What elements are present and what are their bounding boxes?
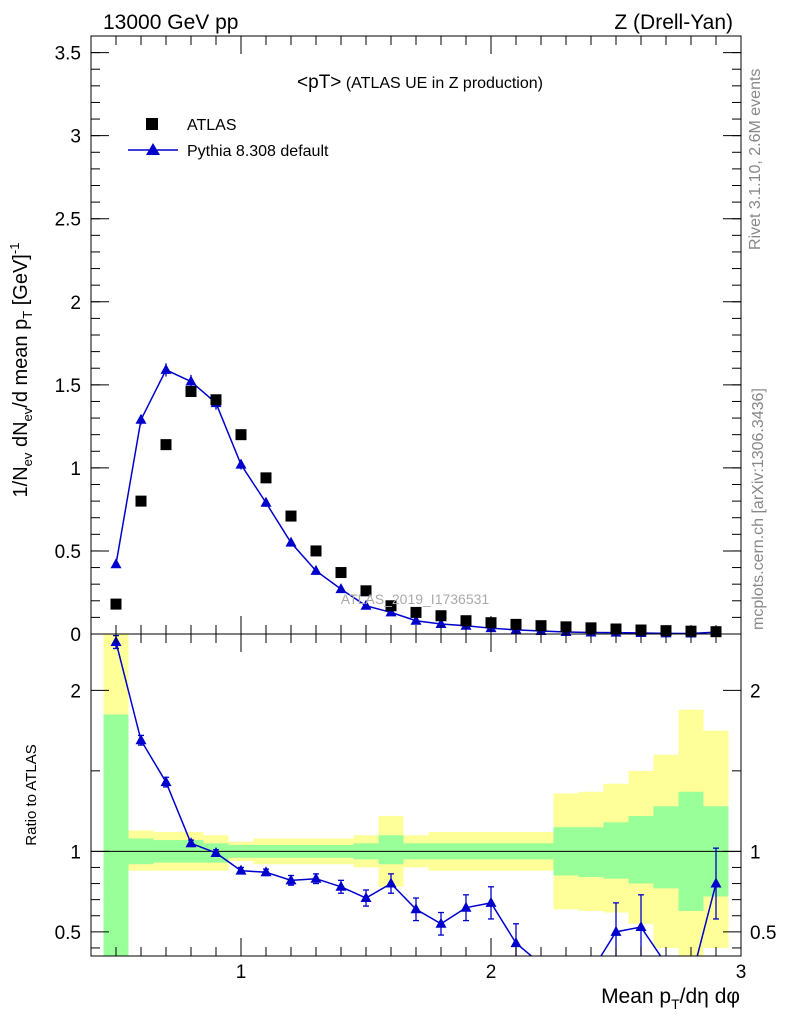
ratio-ytick-label-right: 2 bbox=[750, 681, 761, 702]
ratio-point bbox=[635, 921, 647, 932]
mc-point bbox=[310, 564, 322, 575]
rivet-info: Rivet 3.1.10, 2.6M events bbox=[747, 69, 764, 250]
data-point bbox=[185, 385, 197, 397]
main-ytick-label: 0 bbox=[70, 625, 81, 646]
ratio-ytick-label: 2 bbox=[70, 681, 81, 702]
ratio-point bbox=[260, 866, 272, 877]
ratio-ytick-label-right: 1 bbox=[750, 842, 761, 863]
legend-atlas-marker bbox=[146, 118, 158, 130]
ratio-point bbox=[135, 734, 147, 745]
data-point bbox=[435, 610, 447, 622]
header-right: Z (Drell-Yan) bbox=[614, 11, 733, 34]
data-point bbox=[135, 495, 147, 507]
mcplots-info: mcplots.cern.ch [arXiv:1306.3436] bbox=[750, 388, 767, 630]
main-ytick-label: 2.5 bbox=[55, 210, 81, 231]
mc-point bbox=[285, 536, 297, 547]
data-point bbox=[510, 618, 522, 630]
mc-point bbox=[160, 363, 172, 374]
ratio-ytick-label-right: 0.5 bbox=[750, 923, 776, 944]
ratio-point bbox=[610, 925, 622, 936]
ratio-point bbox=[160, 776, 172, 787]
data-point bbox=[385, 600, 397, 612]
main-ytick-label: 3.5 bbox=[55, 44, 81, 65]
stat-uncertainty-band bbox=[653, 806, 679, 889]
ratio-point bbox=[460, 901, 472, 912]
title-main: <pT> bbox=[297, 72, 341, 93]
title-rest: (ATLAS UE in Z production) bbox=[341, 75, 543, 92]
x-axis-label: Mean pT/dη dφ bbox=[601, 985, 740, 1012]
ratio-point bbox=[710, 877, 722, 888]
xtick-label: 3 bbox=[736, 962, 747, 983]
main-ylabel: 1/Nev dNev/d mean pT [GeV]-1 bbox=[7, 243, 35, 498]
ratio-ytick-label: 0.5 bbox=[55, 923, 81, 944]
mc-point bbox=[410, 614, 422, 625]
xtick-label: 1 bbox=[236, 962, 247, 983]
main-ytick-label: 0.5 bbox=[55, 542, 81, 563]
main-title: <pT> (ATLAS UE in Z production) bbox=[297, 72, 543, 93]
ratio-ytick-label: 1 bbox=[70, 842, 81, 863]
data-point bbox=[460, 615, 472, 627]
ratio-point bbox=[410, 903, 422, 914]
ratio-panel: 1 2 30.5 0.51 12 2 bbox=[55, 633, 776, 983]
data-point bbox=[360, 585, 372, 597]
ratio-ylabel: Ratio to ATLAS bbox=[23, 744, 40, 845]
data-point bbox=[235, 429, 247, 441]
ratio-point bbox=[310, 872, 322, 883]
ratio-point bbox=[485, 896, 497, 907]
mc-point bbox=[235, 458, 247, 469]
ratio-point bbox=[435, 917, 447, 928]
data-point bbox=[260, 472, 272, 484]
data-point bbox=[210, 394, 222, 406]
ratio-point bbox=[210, 846, 222, 857]
mc-point bbox=[135, 413, 147, 424]
stat-uncertainty-band bbox=[628, 815, 654, 884]
main-ytick-label: 2 bbox=[70, 293, 81, 314]
mc-point bbox=[385, 606, 397, 617]
analysis-watermark: ATLAS_2019_I1736531 bbox=[341, 591, 490, 607]
ratio-point bbox=[510, 937, 522, 948]
data-point bbox=[285, 510, 297, 522]
mc-point bbox=[260, 496, 272, 507]
mc-point bbox=[360, 599, 372, 610]
main-ytick-label: 3 bbox=[70, 127, 81, 148]
stat-uncertainty-band bbox=[378, 835, 404, 865]
stat-uncertainty-band bbox=[103, 714, 129, 956]
legend: ATLAS Pythia 8.308 default bbox=[128, 117, 329, 160]
data-point bbox=[110, 598, 122, 610]
stat-uncertainty-band bbox=[578, 827, 604, 878]
main-ytick-label: 1.5 bbox=[55, 376, 81, 397]
mc-point bbox=[435, 618, 447, 629]
ratio-point bbox=[360, 892, 372, 903]
xtick-label: 2 bbox=[486, 962, 497, 983]
data-point bbox=[310, 545, 322, 557]
mc-point bbox=[335, 583, 347, 594]
data-point bbox=[160, 439, 172, 451]
data-point bbox=[410, 606, 422, 618]
legend-atlas-label: ATLAS bbox=[187, 117, 237, 134]
legend-pythia-marker bbox=[146, 143, 160, 155]
ratio-point bbox=[235, 864, 247, 875]
stat-uncertainty-band bbox=[603, 822, 629, 879]
data-point bbox=[335, 567, 347, 579]
ratio-point bbox=[185, 837, 197, 848]
ratio-point bbox=[385, 877, 397, 888]
ratio-point bbox=[335, 880, 347, 891]
mc-point bbox=[185, 375, 197, 386]
legend-pythia-label: Pythia 8.308 default bbox=[187, 143, 329, 160]
mc-point bbox=[110, 558, 122, 569]
main-ytick-label: 1 bbox=[70, 459, 81, 480]
header-left: 13000 GeV pp bbox=[103, 11, 238, 34]
ratio-point bbox=[285, 874, 297, 885]
